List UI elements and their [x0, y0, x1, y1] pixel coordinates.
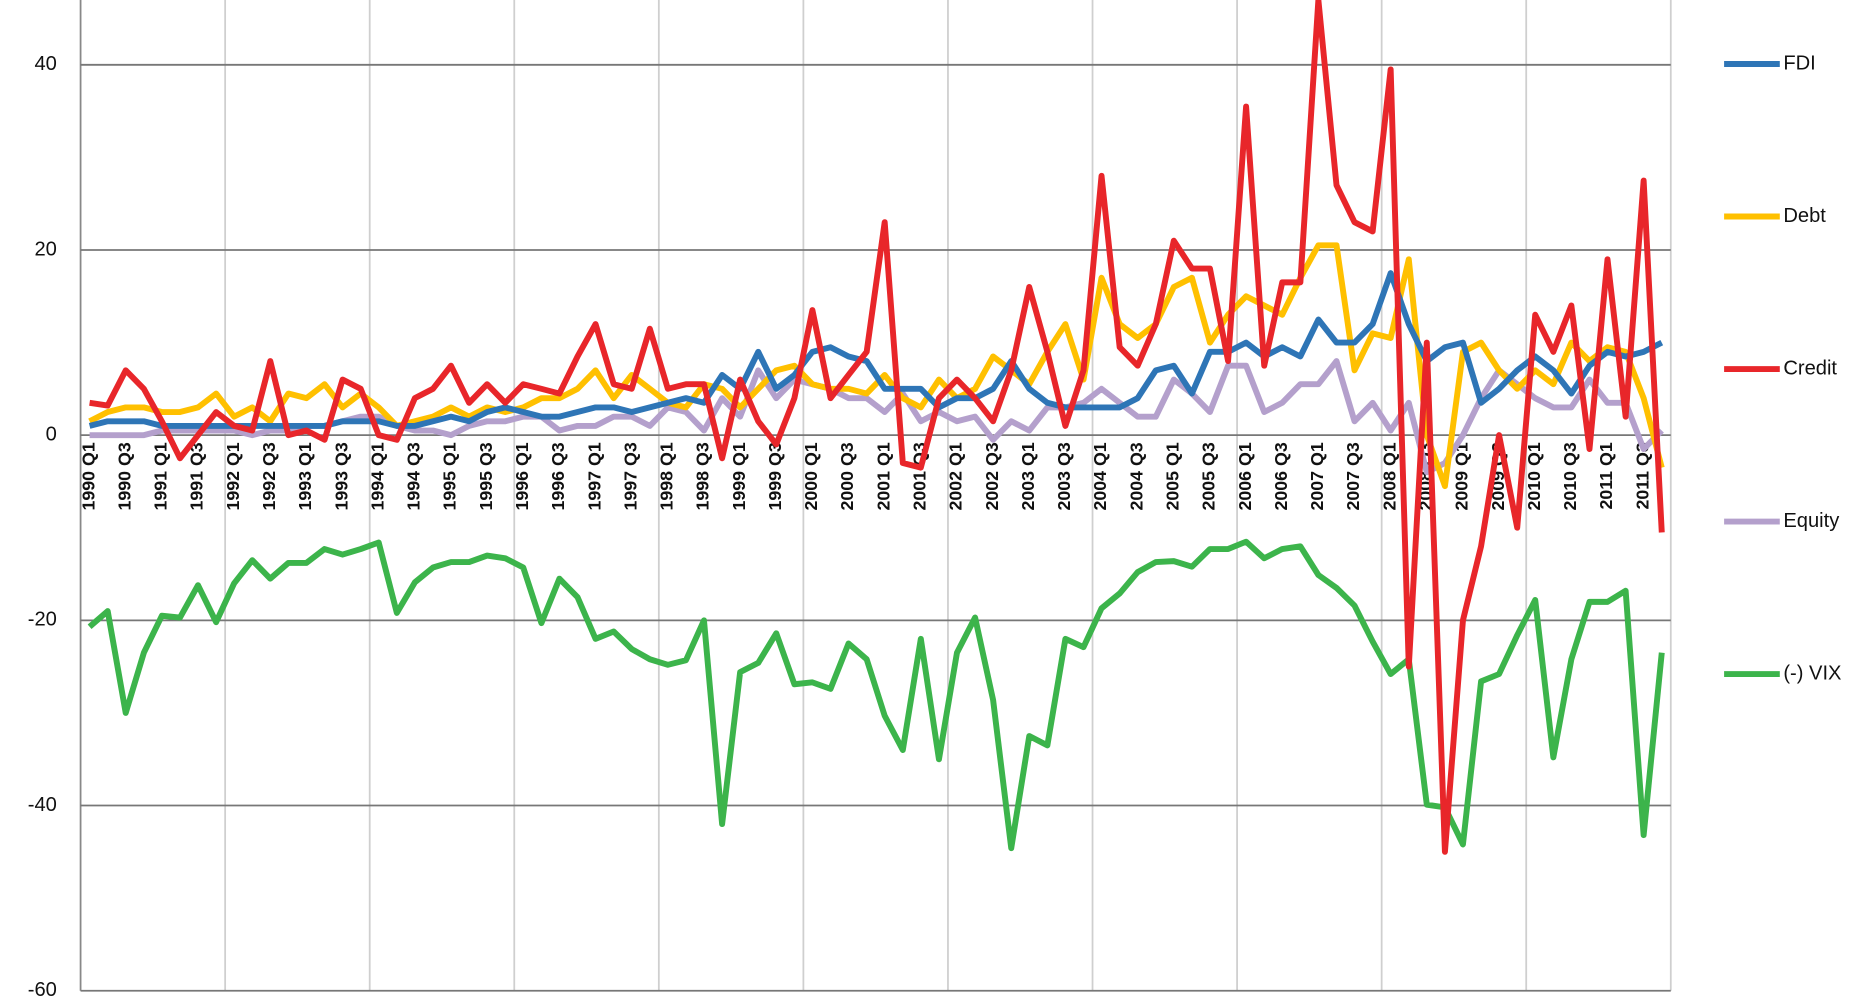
x-tick-label: 2002 Q1: [946, 442, 966, 510]
x-tick-label: 2005 Q3: [1199, 442, 1219, 510]
x-tick-label: 1993 Q3: [331, 442, 351, 510]
x-tick-label: 2003 Q3: [1054, 442, 1074, 510]
x-tick-label: 2006 Q3: [1271, 442, 1291, 510]
x-tick-label: 1998 Q1: [657, 442, 677, 510]
x-tick-label: 2011 Q3: [1632, 442, 1652, 509]
legend-label: Credit: [1783, 357, 1837, 379]
y-tick-label: 40: [34, 53, 56, 75]
x-tick-label: 1990 Q3: [114, 442, 134, 510]
x-tick-label: 1990 Q1: [78, 442, 98, 510]
y-tick-label: 20: [34, 238, 56, 260]
x-tick-label: 1995 Q3: [476, 442, 496, 510]
y-tick-label: 0: [46, 423, 57, 445]
series-line: [89, 0, 1665, 855]
legend-label: Equity: [1783, 510, 1840, 532]
x-tick-label: 1991 Q3: [187, 442, 207, 510]
x-tick-label: 1998 Q3: [693, 442, 713, 510]
x-tick-label: 1997 Q1: [584, 442, 604, 510]
y-tick-label: -60: [28, 979, 57, 999]
x-tick-label: 1994 Q3: [404, 442, 424, 510]
y-tick-label: -20: [28, 609, 57, 631]
legend-label: (-) VIX: [1783, 662, 1841, 684]
y-tick-label: -40: [28, 794, 57, 816]
x-tick-label: 2007 Q1: [1307, 442, 1327, 510]
x-tick-label: 1995 Q1: [440, 442, 460, 510]
x-tick-label: 2003 Q1: [1018, 442, 1038, 510]
x-tick-label: 2000 Q1: [801, 442, 821, 510]
x-tick-label: 1999 Q1: [729, 442, 749, 510]
legend-label: FDI: [1783, 52, 1815, 74]
x-tick-label: 1993 Q1: [295, 442, 315, 510]
x-tick-label: 1999 Q3: [765, 442, 785, 510]
x-tick-label: 1991 Q1: [151, 442, 171, 510]
x-tick-label: 2010 Q3: [1560, 442, 1580, 510]
x-tick-label: 2001 Q1: [873, 442, 893, 510]
x-tick-label: 2010 Q1: [1524, 442, 1544, 510]
x-tick-label: 2004 Q3: [1126, 442, 1146, 510]
x-tick-label: 2005 Q1: [1163, 442, 1183, 510]
x-tick-label: 2007 Q3: [1343, 442, 1363, 510]
series-line: [87, 538, 1665, 852]
x-tick-label: 2011 Q1: [1596, 442, 1616, 509]
x-tick-label: 2006 Q1: [1235, 442, 1255, 510]
x-tick-label: 1992 Q3: [259, 442, 279, 510]
x-tick-label: 1996 Q3: [548, 442, 568, 510]
legend-label: Debt: [1783, 205, 1826, 227]
x-tick-label: 1992 Q1: [223, 442, 243, 510]
x-tick-label: 2009 Q1: [1452, 442, 1472, 510]
x-tick-label: 1997 Q3: [620, 442, 640, 510]
x-tick-label: 2008 Q1: [1379, 442, 1399, 510]
x-tick-label: 2002 Q3: [982, 442, 1002, 510]
x-tick-label: 1996 Q1: [512, 442, 532, 510]
x-tick-label: 1994 Q1: [367, 442, 387, 510]
x-tick-label: 2000 Q3: [837, 442, 857, 510]
x-tick-label: 2004 Q1: [1090, 442, 1110, 510]
